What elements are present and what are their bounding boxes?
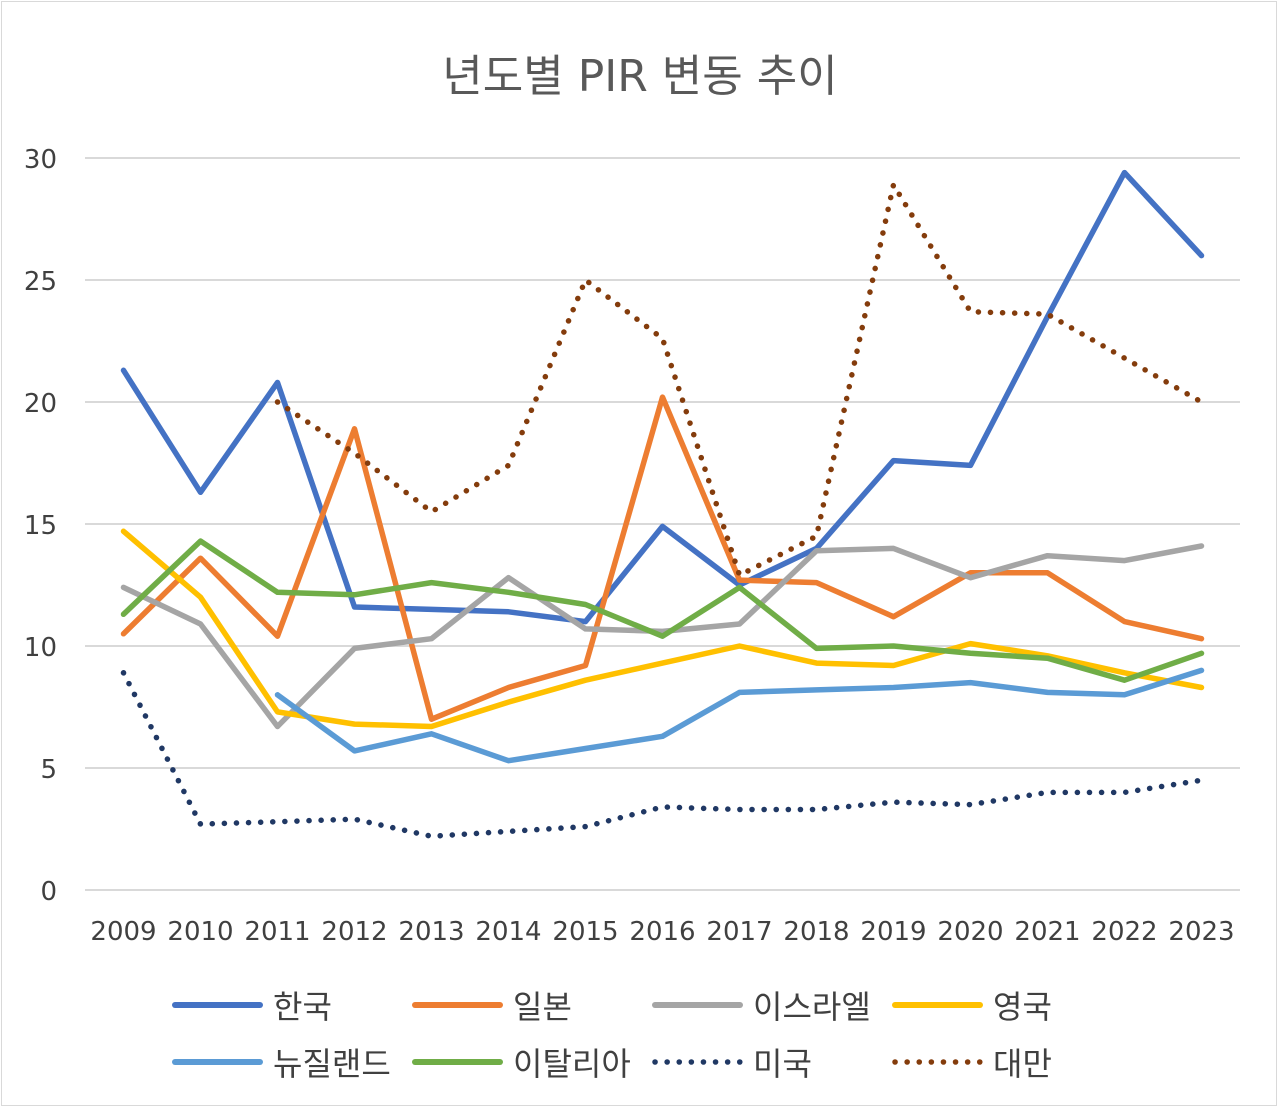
legend-label: 미국 [753, 1045, 812, 1083]
x-tick-label: 2012 [321, 917, 387, 947]
x-tick-label: 2014 [475, 917, 541, 947]
legend-item: 이스라엘 [650, 980, 871, 1030]
series-line [274, 667, 1205, 764]
legend-label: 이탈리아 [513, 1045, 631, 1083]
y-tick-label: 30 [24, 145, 57, 175]
legend-item: 대만 [890, 1037, 1052, 1087]
y-tick-label: 0 [40, 877, 57, 907]
legend-swatch [172, 1002, 263, 1008]
x-tick-label: 2010 [167, 917, 233, 947]
x-tick-label: 2017 [706, 917, 772, 947]
legend-item: 미국 [650, 1037, 812, 1087]
chart-title: 년도별 PIR 변동 추이 [442, 51, 838, 102]
y-tick-label: 15 [24, 511, 57, 541]
x-tick-label: 2020 [937, 917, 1003, 947]
legend-swatch [652, 1002, 743, 1008]
series-line [274, 182, 1205, 578]
x-tick-label: 2016 [629, 917, 695, 947]
legend-label: 한국 [273, 988, 332, 1026]
x-tick-label: 2023 [1168, 917, 1234, 947]
x-tick-label: 2022 [1091, 917, 1157, 947]
x-tick-label: 2011 [244, 917, 310, 947]
plot-area: 0 5 10 15 20 25 30 2009 2010 2011 2012 2013 2014 2015… [24, 145, 1240, 947]
x-tick-label: 2019 [860, 917, 926, 947]
x-tick-label: 2018 [783, 917, 849, 947]
legend-label: 영국 [993, 988, 1052, 1026]
legend-swatch [412, 1002, 503, 1008]
legend-swatch [412, 1059, 503, 1065]
legend-label: 일본 [513, 988, 572, 1026]
y-tick-label: 20 [24, 389, 57, 419]
legend-swatch [892, 1059, 983, 1065]
legend-label: 이스라엘 [753, 988, 871, 1026]
series-line [120, 538, 1205, 683]
y-tick-label: 5 [40, 755, 57, 785]
legend-item: 영국 [890, 980, 1052, 1030]
series-line [120, 169, 1205, 625]
x-tick-label: 2009 [90, 917, 156, 947]
y-tick-label: 25 [24, 267, 57, 297]
legend-item: 뉴질랜드 [170, 1037, 391, 1087]
x-tick-label: 2013 [398, 917, 464, 947]
legend-item: 한국 [170, 980, 332, 1030]
legend-swatch [172, 1059, 263, 1065]
legend-item: 이탈리아 [410, 1037, 631, 1087]
series-line [120, 394, 1205, 722]
legend-label: 대만 [993, 1045, 1052, 1083]
legend-swatch [892, 1002, 983, 1008]
legend-item: 일본 [410, 980, 572, 1030]
x-tick-label: 2021 [1014, 917, 1080, 947]
y-tick-label: 10 [24, 633, 57, 663]
legend-swatch [652, 1059, 743, 1065]
x-tick-label: 2015 [552, 917, 618, 947]
series-line [120, 543, 1205, 730]
legend-label: 뉴질랜드 [273, 1045, 391, 1083]
